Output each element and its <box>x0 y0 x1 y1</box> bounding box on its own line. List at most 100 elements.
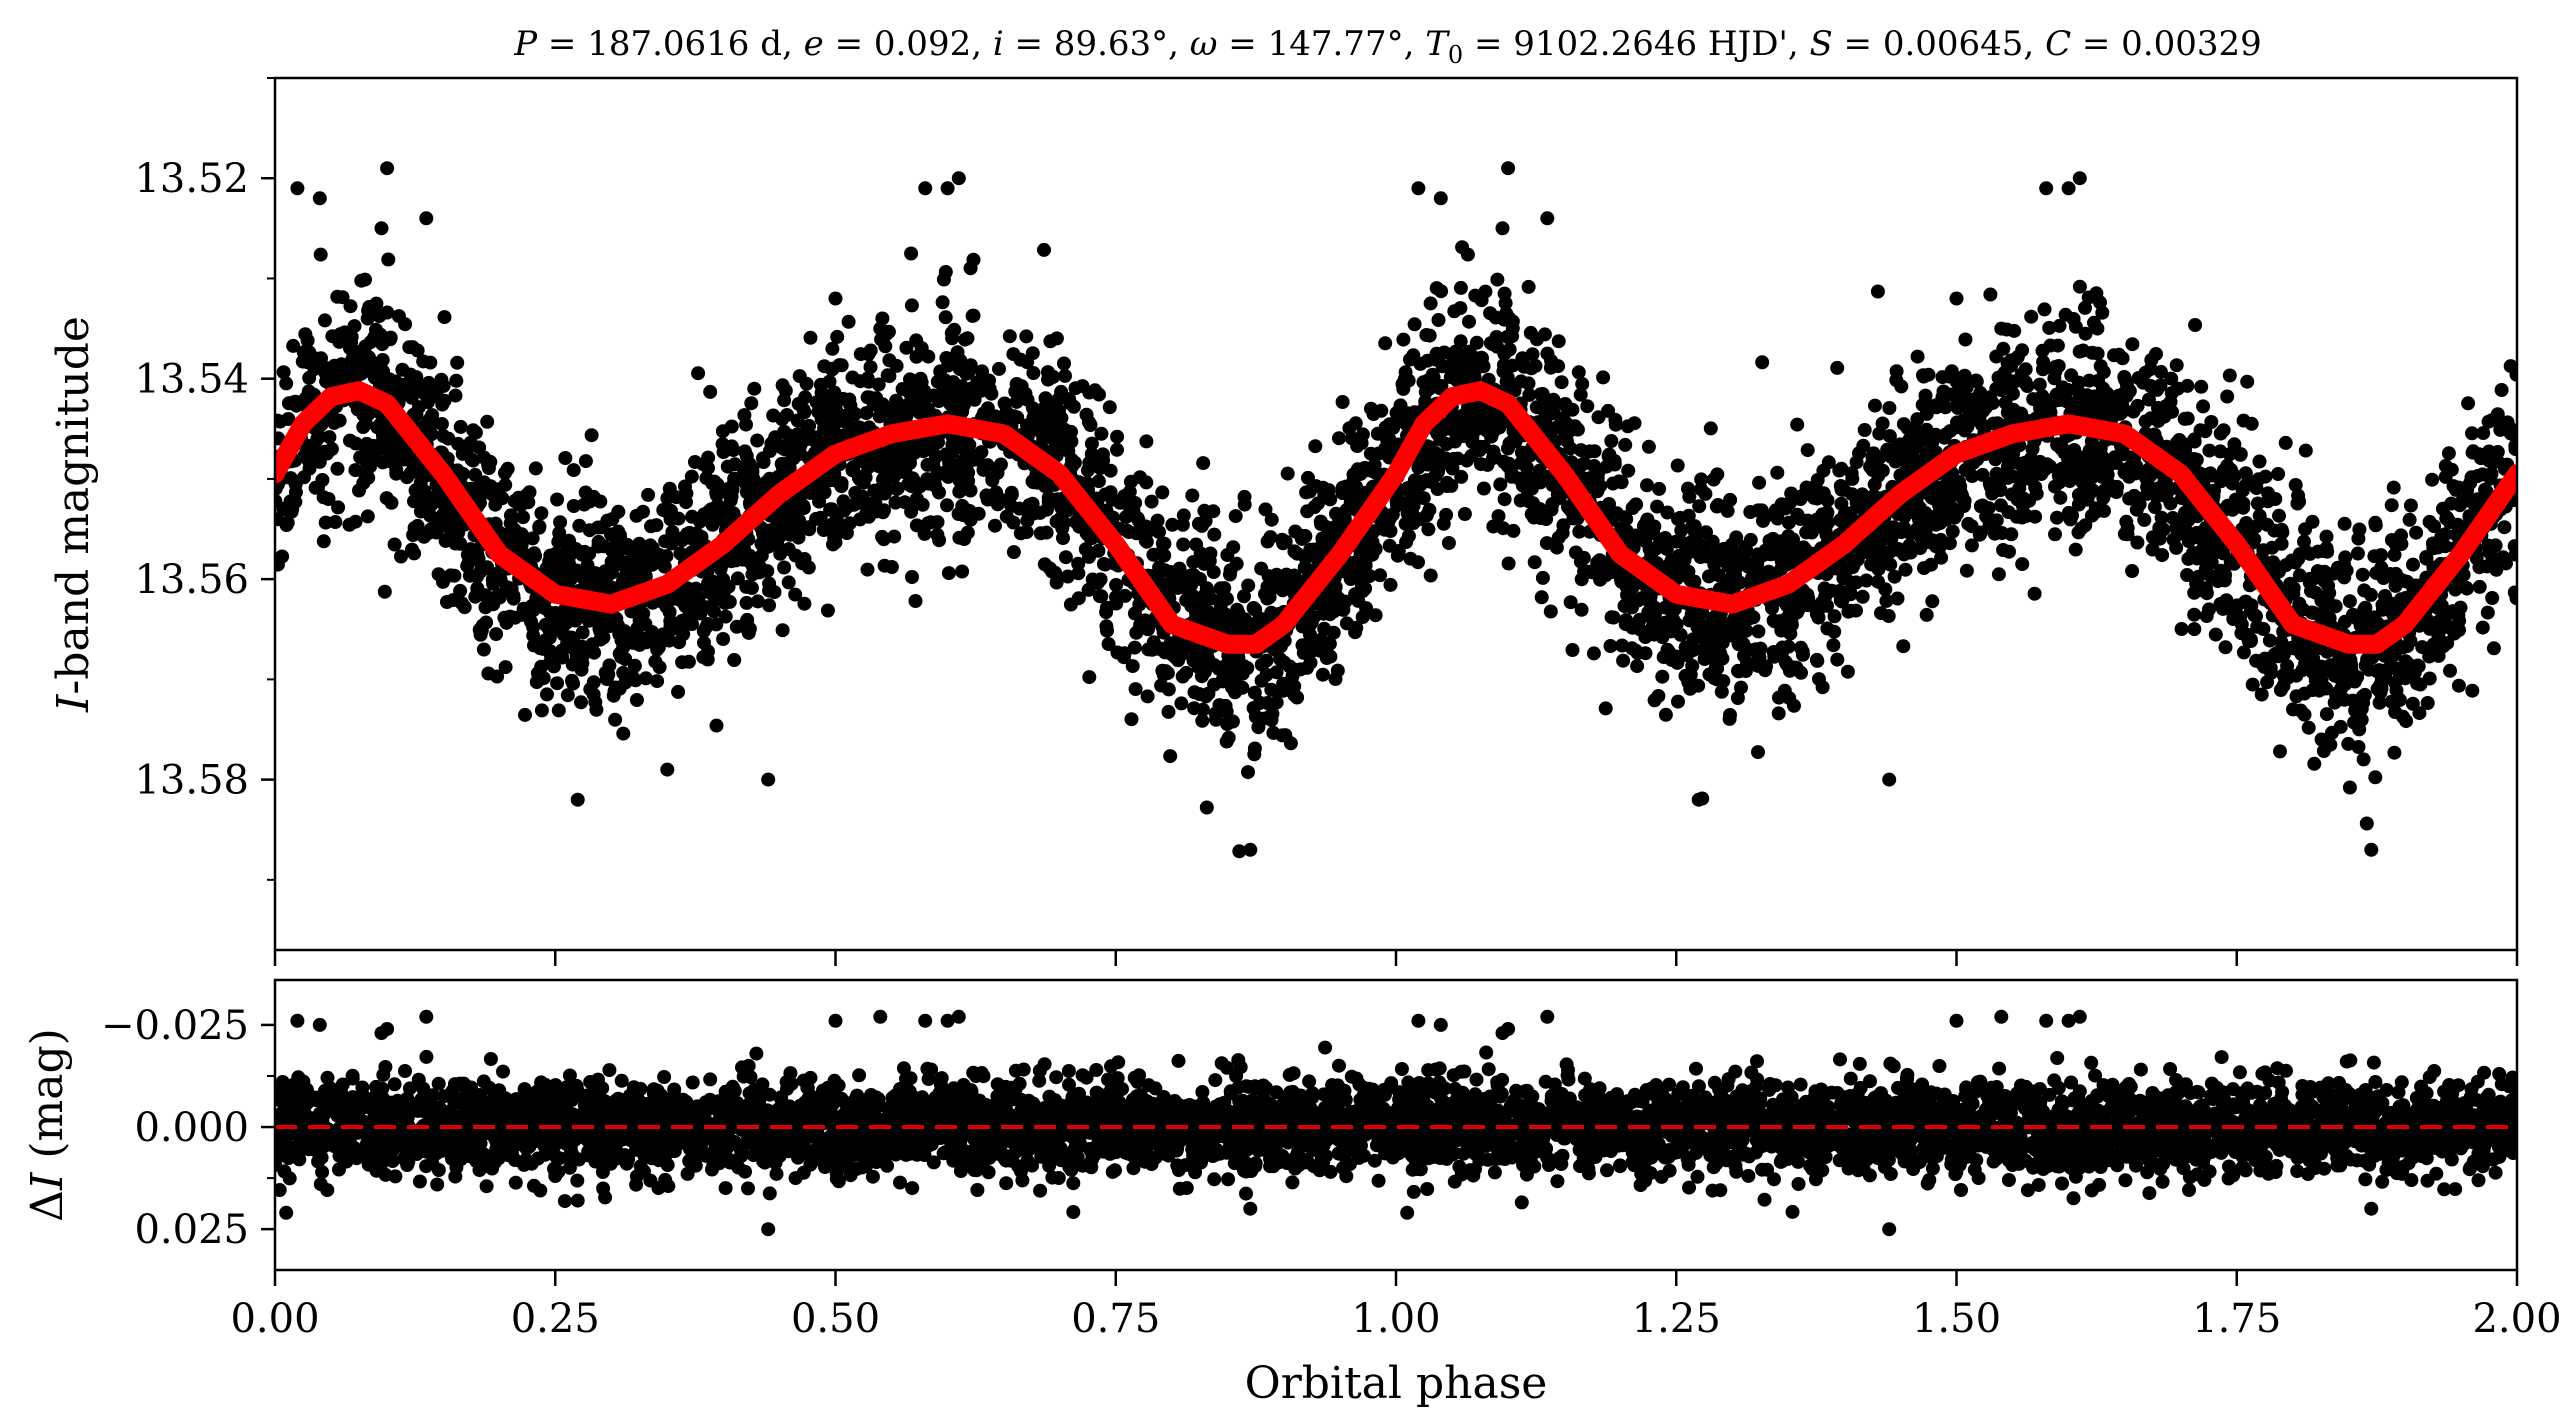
observed-point <box>1144 494 1159 509</box>
observed-point <box>1498 296 1513 311</box>
observed-point <box>2130 398 2145 413</box>
observed-point <box>932 533 947 548</box>
observed-point <box>2223 556 2238 571</box>
observed-point <box>2476 426 2491 441</box>
observed-point <box>1889 373 1904 388</box>
observed-point <box>2188 318 2203 332</box>
observed-point <box>1574 602 1589 617</box>
observed-point <box>645 541 660 556</box>
observed-point <box>895 382 910 396</box>
observed-point <box>1669 534 1684 549</box>
observed-point <box>316 490 331 505</box>
observed-point <box>988 518 1002 533</box>
observed-point <box>2355 689 2370 704</box>
observed-point <box>1139 534 1154 549</box>
observed-point <box>639 635 654 650</box>
observed-point <box>652 660 667 675</box>
observed-point <box>2097 503 2111 518</box>
observed-point <box>1294 531 1309 546</box>
observed-point <box>691 366 706 381</box>
observed-point <box>2386 480 2401 495</box>
observed-point <box>2350 546 2365 561</box>
observed-point <box>1218 614 1233 629</box>
observed-point <box>1407 473 1422 488</box>
observed-point <box>716 632 731 646</box>
observed-point <box>878 339 893 354</box>
observed-point <box>1150 513 1165 528</box>
observed-point <box>1797 594 1812 609</box>
observed-point <box>2084 442 2099 457</box>
observed-point <box>629 508 644 523</box>
observed-point <box>1196 456 1211 471</box>
observed-point <box>834 479 849 494</box>
observed-point <box>675 655 690 670</box>
observed-point <box>1618 437 1633 452</box>
observed-point <box>1625 600 1639 615</box>
observed-point <box>904 246 919 261</box>
observed-point <box>1339 616 1354 631</box>
observed-point <box>1185 488 1200 503</box>
observed-point <box>2096 381 2110 396</box>
observed-point <box>1958 332 1973 347</box>
observed-point <box>1407 317 1422 332</box>
observed-point <box>1932 534 1947 549</box>
observed-point <box>1555 526 1570 540</box>
observed-point <box>1857 423 1872 437</box>
observed-point <box>1739 623 1754 638</box>
observed-point <box>715 437 730 452</box>
observed-point <box>1266 725 1281 740</box>
observed-point <box>593 494 608 509</box>
observed-point <box>1362 569 1377 583</box>
observed-point <box>1435 359 1450 374</box>
observed-point <box>823 502 838 517</box>
observed-point <box>1455 240 1470 255</box>
observed-point <box>1863 459 1878 474</box>
observed-point <box>1947 510 1962 525</box>
observed-point <box>286 338 301 353</box>
observed-point <box>1264 712 1279 727</box>
observed-point <box>1975 498 1990 513</box>
observed-point <box>817 359 832 374</box>
observed-point <box>1753 641 1768 656</box>
observed-point <box>472 440 487 455</box>
observed-point <box>543 548 558 563</box>
observed-point <box>962 381 977 396</box>
observed-point <box>2035 362 2050 377</box>
observed-point <box>331 500 346 515</box>
observed-point <box>2320 544 2335 559</box>
observed-point <box>889 451 904 466</box>
observed-point <box>775 412 790 427</box>
observed-point <box>1810 473 1825 487</box>
observed-point <box>2465 426 2479 441</box>
observed-point <box>1230 602 1245 617</box>
observed-point <box>644 519 658 534</box>
observed-point <box>1125 659 1140 674</box>
observed-point <box>1186 555 1201 570</box>
observed-point <box>1772 690 1786 705</box>
observed-point <box>1194 669 1209 684</box>
observed-point <box>1488 310 1503 325</box>
observed-point <box>813 510 828 525</box>
observed-point <box>1228 662 1243 677</box>
observed-point <box>2193 423 2208 438</box>
observed-point <box>865 456 880 471</box>
observed-point <box>1687 574 1702 589</box>
observed-point <box>1067 455 1082 470</box>
observed-point <box>876 532 891 547</box>
observed-point <box>1101 637 1116 652</box>
observed-point <box>1223 563 1238 578</box>
observed-point <box>1564 503 1578 518</box>
observed-points <box>275 161 2517 859</box>
observed-point <box>882 353 897 368</box>
observed-point <box>2420 696 2435 710</box>
observed-point <box>2297 534 2311 549</box>
observed-point <box>1703 632 1718 647</box>
observed-point <box>688 455 702 469</box>
observed-point <box>1459 453 1474 468</box>
observed-point <box>1454 469 1469 484</box>
observed-point <box>1779 545 1794 559</box>
observed-point <box>993 457 1008 472</box>
observed-point <box>2139 471 2154 486</box>
observed-point <box>747 381 762 396</box>
observed-point <box>794 519 809 534</box>
